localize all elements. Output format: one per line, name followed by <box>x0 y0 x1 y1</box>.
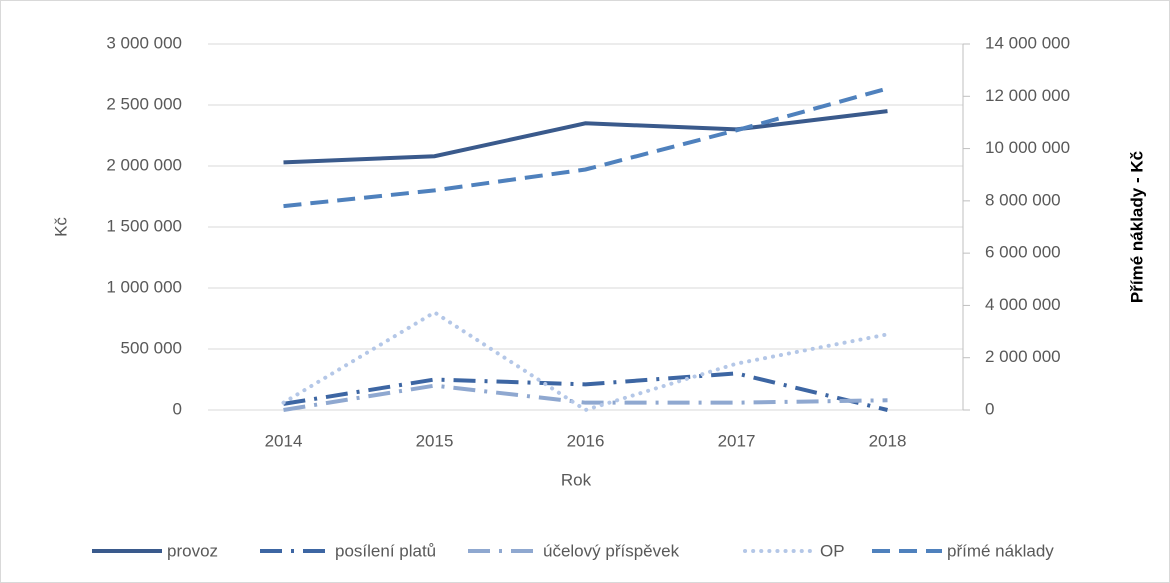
y-tick-label: 1 500 000 <box>106 216 182 235</box>
legend-label: přímé náklady <box>947 541 1054 560</box>
y2-axis-label: Přímé náklady - Kč <box>1127 151 1146 303</box>
y-tick-label: 0 <box>173 399 182 418</box>
y2-tick-label: 8 000 000 <box>985 190 1061 209</box>
y2-tick-label: 12 000 000 <box>985 86 1070 105</box>
y2-tick-label: 6 000 000 <box>985 243 1061 262</box>
x-tick-label: 2015 <box>416 431 454 450</box>
x-tick-label: 2017 <box>718 431 756 450</box>
series-line <box>283 86 889 209</box>
series-line <box>281 310 890 413</box>
x-tick-label: 2018 <box>869 431 907 450</box>
y-tick-label: 1 000 000 <box>106 277 182 296</box>
y-tick-label: 2 500 000 <box>106 94 182 113</box>
y-tick-label: 3 000 000 <box>106 33 182 52</box>
series-line <box>283 371 888 412</box>
x-tick-label: 2014 <box>265 431 303 450</box>
legend-label: účelový příspěvek <box>543 541 680 560</box>
legend-label: provoz <box>167 541 218 560</box>
series-line <box>283 383 888 412</box>
y2-tick-label: 14 000 000 <box>985 33 1070 52</box>
y2-tick-label: 10 000 000 <box>985 138 1070 157</box>
y2-tick-label: 2 000 000 <box>985 347 1061 366</box>
x-tick-label: 2016 <box>567 431 605 450</box>
legend-label: OP <box>820 541 845 560</box>
series-line <box>283 109 888 165</box>
y-tick-label: 500 000 <box>121 338 182 357</box>
y2-tick-label: 4 000 000 <box>985 295 1061 314</box>
y-axis-label: Kč <box>51 217 70 237</box>
y-tick-label: 2 000 000 <box>106 155 182 174</box>
legend-label: posílení platů <box>335 541 436 560</box>
y2-tick-label: 0 <box>985 399 994 418</box>
x-axis-label: Rok <box>561 470 592 489</box>
